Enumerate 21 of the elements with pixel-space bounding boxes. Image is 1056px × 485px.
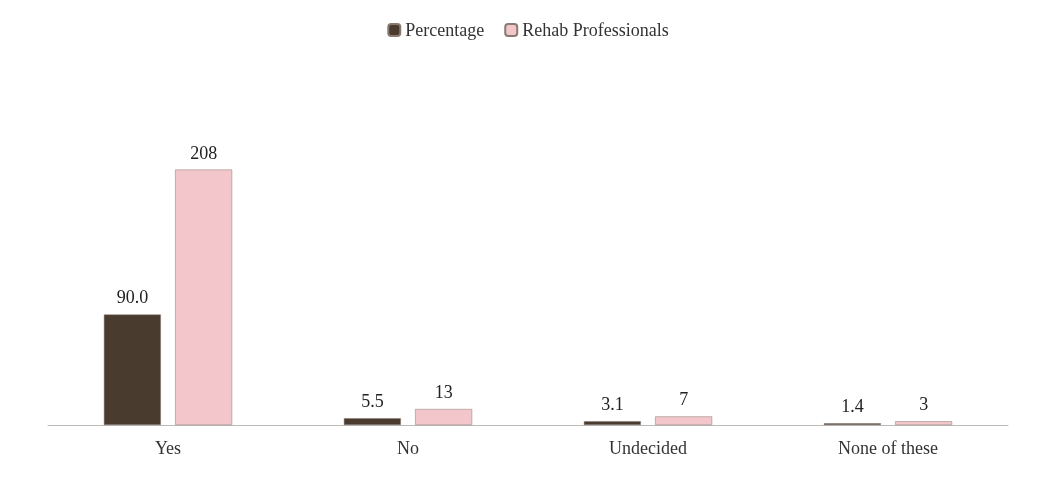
data-label: 13: [434, 382, 453, 403]
x-tick-label: No: [397, 438, 419, 458]
bar: [895, 421, 953, 425]
bar: [655, 416, 713, 425]
x-tick-label: None of these: [838, 438, 938, 458]
x-tick-label: Undecided: [609, 438, 687, 458]
bar: [103, 314, 161, 425]
bar: [175, 169, 233, 425]
bar: [583, 421, 641, 425]
bar: [415, 409, 473, 425]
data-label: 3: [919, 394, 929, 415]
x-tick-label: Yes: [154, 438, 182, 458]
data-label: 7: [679, 389, 689, 410]
data-label: 90.0: [116, 287, 149, 308]
legend-label: Percentage: [405, 20, 485, 40]
legend-label: Rehab Professionals: [522, 20, 669, 40]
data-label: 3.1: [601, 394, 624, 415]
data-label: 208: [190, 142, 218, 163]
bar: [343, 418, 401, 425]
data-label: 1.4: [841, 396, 864, 417]
data-label: 5.5: [361, 391, 384, 412]
